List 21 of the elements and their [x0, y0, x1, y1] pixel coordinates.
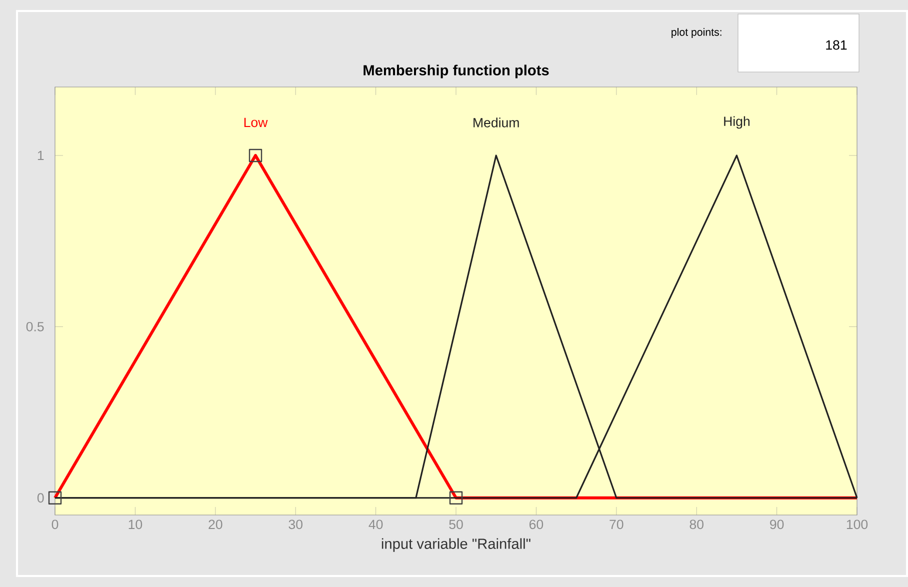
- series-label: Low: [244, 118, 268, 128]
- y-tick-label: 0: [37, 493, 44, 503]
- y-tick-label: 0.5: [26, 322, 44, 332]
- x-tick-label: 70: [610, 520, 624, 530]
- x-tick-label: 0: [52, 520, 58, 530]
- x-tick-label: 20: [208, 520, 222, 530]
- y-tick-label: 1: [38, 150, 44, 160]
- x-tick-label: 50: [449, 520, 463, 530]
- x-tick-label: 90: [770, 520, 784, 530]
- x-tick-label: 30: [288, 520, 302, 530]
- text: High: [724, 116, 750, 129]
- x-tick-label: 10: [128, 520, 142, 530]
- chart-title: Membership function plots: [364, 64, 549, 78]
- text: Medium: [474, 118, 519, 128]
- x-tick-label: 40: [368, 520, 383, 530]
- x-tick-label: 80: [690, 520, 704, 530]
- x-tick-label: 60: [529, 520, 544, 530]
- x-tick-label: 100: [846, 520, 868, 530]
- text: 181: [826, 40, 847, 50]
- text: plot points:: [672, 28, 722, 38]
- x-axis-title: input variable "Rainfall": [382, 538, 530, 552]
